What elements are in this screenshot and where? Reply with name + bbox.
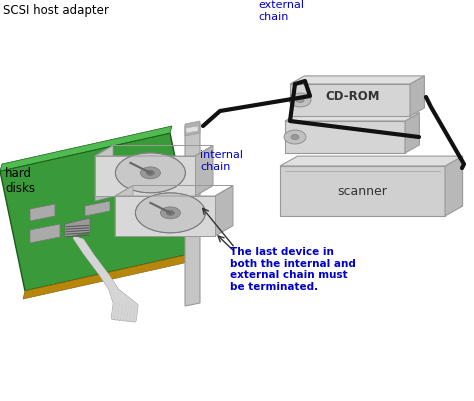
Ellipse shape: [146, 171, 155, 176]
Ellipse shape: [166, 211, 174, 216]
Ellipse shape: [289, 94, 311, 108]
Polygon shape: [30, 205, 55, 221]
Polygon shape: [185, 124, 200, 306]
Text: external
chain: external chain: [258, 0, 304, 22]
Polygon shape: [66, 231, 89, 233]
Polygon shape: [280, 157, 463, 166]
Polygon shape: [85, 201, 110, 217]
Polygon shape: [115, 186, 133, 237]
Text: scanner: scanner: [337, 185, 387, 198]
Polygon shape: [65, 219, 90, 239]
Text: hard
disks: hard disks: [5, 166, 35, 194]
Polygon shape: [215, 186, 233, 237]
Polygon shape: [115, 226, 233, 237]
Polygon shape: [290, 85, 410, 117]
Text: SCSI host adapter: SCSI host adapter: [3, 4, 109, 17]
Polygon shape: [110, 154, 148, 182]
Polygon shape: [410, 77, 424, 117]
Ellipse shape: [284, 131, 306, 145]
Ellipse shape: [115, 154, 185, 193]
Polygon shape: [95, 157, 195, 196]
Polygon shape: [0, 127, 172, 172]
Text: CD-ROM: CD-ROM: [325, 90, 380, 103]
Ellipse shape: [136, 193, 205, 233]
Text: internal
chain: internal chain: [200, 150, 243, 171]
Polygon shape: [280, 166, 445, 217]
Polygon shape: [195, 146, 213, 196]
Ellipse shape: [160, 207, 181, 219]
Polygon shape: [186, 127, 198, 134]
Text: The last device in
both the internal and
external chain must
be terminated.: The last device in both the internal and…: [230, 246, 356, 291]
Ellipse shape: [296, 98, 304, 103]
Polygon shape: [445, 157, 463, 217]
Polygon shape: [290, 77, 424, 85]
Ellipse shape: [291, 135, 299, 140]
Polygon shape: [66, 225, 89, 227]
Polygon shape: [285, 113, 419, 122]
Polygon shape: [66, 233, 89, 235]
Polygon shape: [66, 228, 89, 230]
Polygon shape: [115, 196, 215, 237]
Polygon shape: [95, 186, 213, 196]
Polygon shape: [185, 122, 200, 137]
Polygon shape: [95, 146, 113, 196]
Polygon shape: [285, 122, 405, 154]
Polygon shape: [130, 174, 155, 207]
Polygon shape: [66, 235, 89, 237]
Polygon shape: [95, 186, 115, 201]
Polygon shape: [0, 134, 195, 291]
Polygon shape: [30, 225, 60, 243]
Polygon shape: [405, 113, 419, 154]
Ellipse shape: [140, 168, 160, 179]
Polygon shape: [23, 253, 195, 299]
